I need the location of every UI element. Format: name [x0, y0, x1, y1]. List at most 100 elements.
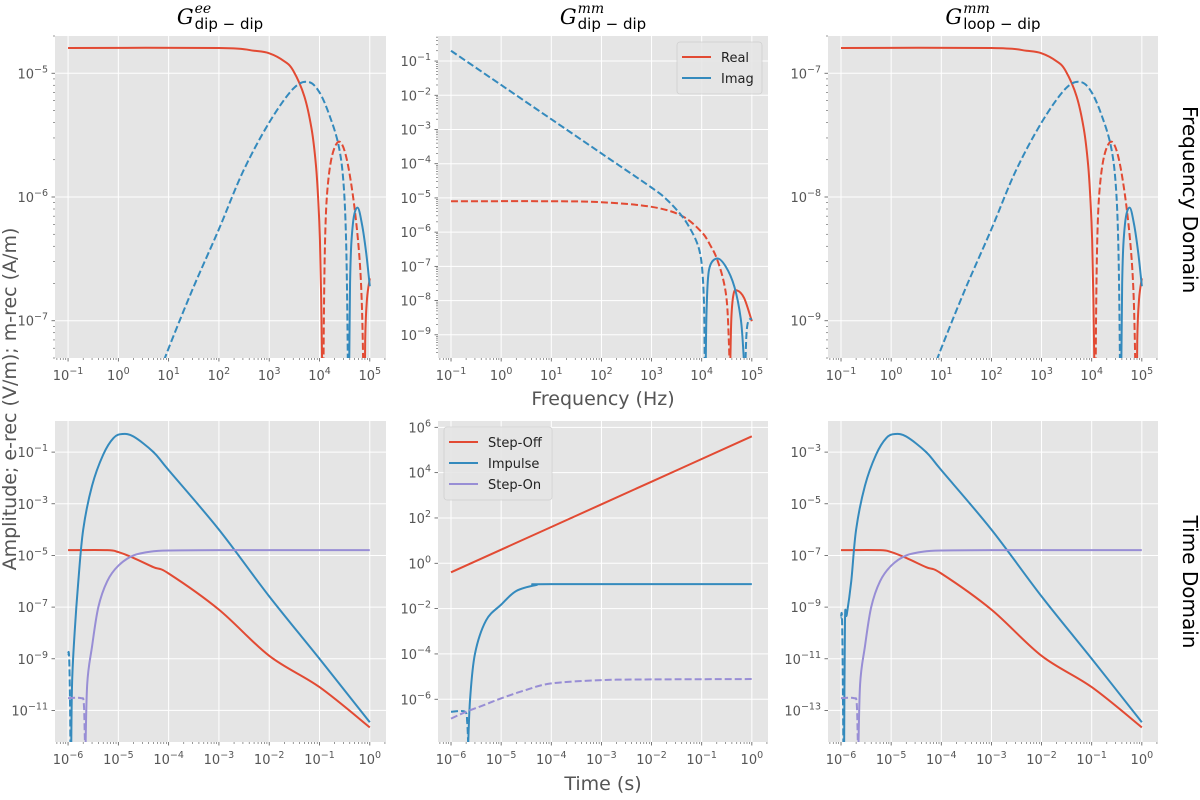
y-tick-label: 10−3: [400, 120, 431, 138]
y-tick-label: 10−6: [400, 223, 431, 241]
x-tick-label: 10−5: [103, 750, 134, 768]
row-label-frequency-domain: Frequency Domain: [1178, 106, 1200, 294]
x-tick-label: 10−1: [53, 366, 84, 384]
series-line-solid: [84, 549, 370, 742]
legend-label: Impulse: [488, 457, 539, 472]
y-tick-label: 100: [408, 554, 431, 572]
x-tick-label: 100: [741, 750, 764, 768]
series-group: [840, 432, 1143, 742]
series-line-solid: [68, 46, 324, 358]
y-tick-label: 10−7: [790, 546, 821, 564]
y-tick-label: 10−9: [400, 326, 431, 344]
x-tick-label: 103: [258, 366, 281, 384]
x-axis-label-time: Time (s): [564, 773, 642, 795]
x-tick-label: 104: [690, 366, 713, 384]
x-axis-label-frequency: Frequency (Hz): [531, 388, 675, 410]
y-tick-label: 10−1: [400, 52, 431, 70]
y-tick-label: 10−7: [17, 312, 48, 330]
x-tick-label: 10−1: [826, 366, 857, 384]
x-tick-label: 10−6: [436, 750, 467, 768]
x-tick-label: 105: [1131, 366, 1154, 384]
y-tick-label: 10−5: [17, 64, 48, 82]
x-tick-label: 10−4: [153, 750, 184, 768]
row-label-time-domain: Time Domain: [1178, 515, 1200, 649]
x-tick-label: 101: [540, 366, 563, 384]
x-tick-label: 100: [1131, 750, 1154, 768]
series-line-dashed: [163, 80, 349, 358]
series-line-dashed: [936, 80, 1121, 358]
series-line-dashed: [744, 317, 753, 358]
title-sup: mm: [577, 1, 605, 17]
x-tick-label: 101: [157, 366, 180, 384]
series-group: [68, 46, 371, 358]
y-tick-label: 10−3: [17, 495, 48, 513]
y-tick-label: 10−7: [400, 257, 431, 275]
legend: Step-Off Impulse Step-On: [443, 426, 553, 501]
x-tick-label: 10−6: [826, 750, 857, 768]
y-tick-label: 10−1: [17, 443, 48, 461]
title-gmm-loop-dip: G mm loop − dip: [945, 2, 1040, 32]
x-tick-label: 100: [358, 750, 381, 768]
subplot-0: 10−1 100 101 102 103 104 105 10−7 10−6 10−5: [17, 35, 386, 384]
x-tick-label: 10−6: [53, 750, 84, 768]
series-line-solid: [1120, 206, 1143, 358]
series-line-dashed: [1094, 140, 1137, 358]
series-line-solid: [70, 432, 371, 742]
y-tick-label: 10−5: [400, 189, 431, 207]
series-line-solid: [363, 278, 371, 358]
legend-label: Step-Off: [488, 436, 543, 451]
legend: Real Imag: [676, 41, 763, 95]
x-tick-label: 10−1: [1076, 750, 1107, 768]
series-line-solid: [467, 583, 752, 742]
y-tick-label: 10−2: [400, 600, 431, 618]
title-gee-dip-dip: G ee dip − dip: [177, 2, 263, 32]
series-line-solid: [843, 432, 1143, 742]
x-tick-label: 10−2: [1026, 750, 1057, 768]
series-group: [841, 46, 1143, 358]
series-line-dashed: [840, 611, 845, 742]
x-tick-label: 100: [880, 366, 903, 384]
y-tick-label: 10−4: [400, 645, 431, 663]
title-sub: dip − dip: [577, 15, 647, 33]
x-tick-label: 104: [1080, 366, 1103, 384]
subplot-1: 10−1 100 101 102 103 104 105 10−9 10−8 10−7 10−6 10…: [400, 36, 768, 384]
x-tick-label: 103: [1030, 366, 1053, 384]
series-group: [450, 435, 753, 742]
legend-label: Step-On: [488, 478, 541, 493]
plot-background: [55, 421, 386, 742]
y-tick-label: 10−7: [790, 64, 821, 82]
y-axis-label: Amplitude; e-rec (V/m); m-rec (A/m): [0, 227, 21, 571]
series-line-solid: [348, 206, 371, 358]
x-tick-label: 10−4: [536, 750, 567, 768]
y-tick-label: 104: [408, 464, 431, 482]
y-tick-label: 10−5: [17, 546, 48, 564]
subplot-3: 10−6 10−5 10−4 10−3 10−2 10−1 100 10−11 10−9 10−7…: [11, 421, 386, 768]
series-line-dashed: [450, 49, 706, 358]
series-line-solid: [1136, 278, 1143, 358]
y-tick-label: 10−11: [784, 650, 821, 668]
x-tick-label: 101: [930, 366, 953, 384]
x-tick-label: 10−5: [486, 750, 517, 768]
series-line-dashed: [450, 678, 752, 720]
y-tick-label: 10−2: [400, 86, 431, 104]
y-tick-label: 10−8: [790, 188, 821, 206]
y-tick-label: 10−9: [17, 650, 48, 668]
y-tick-label: 10−9: [790, 598, 821, 616]
y-tick-label: 10−5: [790, 495, 821, 513]
series-line-solid: [841, 549, 1143, 729]
series-line-dashed: [451, 200, 731, 358]
legend-label: Imag: [721, 72, 754, 87]
title-base: G: [945, 5, 963, 29]
series-group: [450, 49, 753, 358]
y-tick-label: 10−4: [400, 155, 431, 173]
y-tick-label: 10−6: [17, 188, 48, 206]
legend-label: Real: [721, 51, 749, 66]
x-tick-label: 10−3: [204, 750, 235, 768]
x-tick-label: 10−3: [586, 750, 617, 768]
x-tick-label: 102: [208, 366, 231, 384]
x-tick-label: 10−1: [436, 366, 467, 384]
x-tick-label: 104: [308, 366, 331, 384]
y-tick-label: 10−7: [17, 598, 48, 616]
legend-frame: [676, 41, 763, 95]
y-tick-label: 10−8: [400, 292, 431, 310]
